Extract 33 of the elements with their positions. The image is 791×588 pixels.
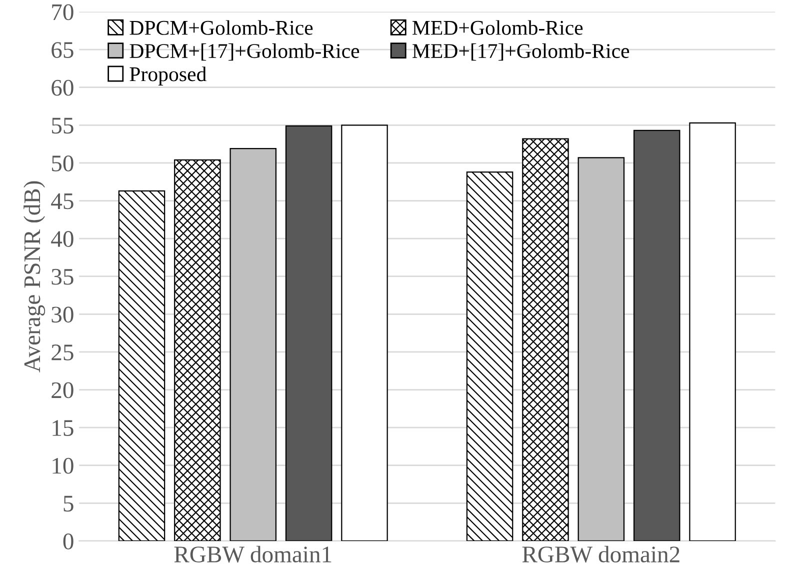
bar — [689, 122, 736, 541]
y-tick-label: 65 — [52, 42, 74, 58]
y-tick-label: 0 — [63, 533, 74, 550]
legend-label: DPCM+Golomb-Rice — [130, 20, 313, 35]
y-tick-label: 20 — [52, 382, 74, 398]
x-tick-label: RGBW domain2 — [522, 546, 680, 563]
legend-label: MED+Golomb-Rice — [412, 20, 583, 35]
bar — [466, 171, 514, 541]
y-tick-label: 55 — [52, 118, 74, 134]
y-tick-label: 45 — [51, 193, 74, 210]
bar — [578, 157, 625, 541]
y-tick-label: 10 — [52, 458, 74, 474]
y-tick-label: 30 — [52, 306, 74, 323]
legend-label: DPCM+[17]+Golomb-Rice — [130, 43, 360, 61]
legend-label: Proposed — [130, 66, 206, 86]
y-tick-label: 25 — [52, 344, 74, 360]
x-tick-label: RGBW domain1 — [174, 546, 332, 563]
y-tick-label: 5 — [64, 496, 74, 512]
y-tick-label: 50 — [52, 155, 74, 172]
y-tick-label: 60 — [52, 80, 74, 96]
y-tick-label: 35 — [52, 268, 74, 285]
bar — [285, 125, 332, 541]
y-tick-label: 15 — [52, 420, 74, 436]
bar — [174, 159, 221, 541]
y-tick-label: 40 — [51, 231, 74, 247]
bar — [341, 124, 388, 541]
legend-label: MED+[17]+Golomb-Rice — [412, 43, 630, 61]
bar — [118, 190, 166, 541]
bar — [522, 138, 569, 541]
y-tick-label: 70 — [52, 4, 74, 20]
bar — [230, 148, 277, 541]
bar — [633, 130, 680, 541]
y-axis-title: Average PSNR (dB) — [24, 181, 46, 372]
